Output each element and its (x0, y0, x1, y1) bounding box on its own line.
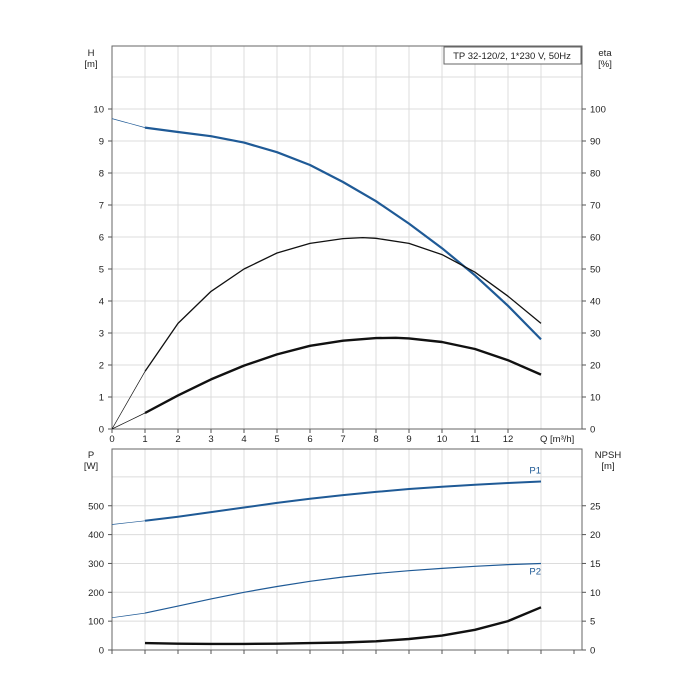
head-tick-label: 1 (99, 393, 104, 404)
head-tick-label: 5 (99, 265, 104, 276)
x-tick-label: 7 (340, 434, 345, 445)
eta-tick-label: 100 (590, 105, 606, 116)
eta-tick-label: 30 (590, 329, 601, 340)
bottom-plot-frame (111, 448, 583, 651)
head-tick-label: 4 (99, 297, 104, 308)
x-tick-label: 12 (503, 434, 514, 445)
eta-axis-label: eta (598, 48, 612, 59)
npsh-axis-unit: [m] (601, 461, 614, 472)
x-tick-label: 9 (406, 434, 411, 445)
eta-tick-label: 70 (590, 201, 601, 212)
head-tick-label: 2 (99, 361, 104, 372)
power-tick-label: 0 (99, 646, 104, 657)
bottom-grid (112, 449, 582, 650)
efficiency-curve (144, 236, 542, 372)
power-tick-label: 300 (88, 559, 104, 570)
bottom-series-group: P1 P2 (111, 466, 542, 646)
eta-tick-label: 60 (590, 233, 601, 244)
power-tick-label: 500 (88, 501, 104, 512)
p2-curve (144, 562, 542, 614)
npsh-axis-label: NPSH (595, 450, 622, 461)
x-tick-label: 11 (470, 434, 480, 445)
x-tick-label: 1 (142, 434, 147, 445)
npsh-tick-label: 5 (590, 617, 595, 628)
eta-tick-label: 80 (590, 169, 601, 180)
head-efficiency-panel: 0 1 2 3 4 5 6 7 8 9 10 11 12012345678910010203040506… (84, 45, 612, 446)
eta-tick-label: 20 (590, 361, 601, 372)
chart-title-box (443, 46, 582, 65)
chart-title: TP 32-120/2, 1*230 V, 50Hz (453, 51, 571, 62)
eta-tick-label: 10 (590, 393, 601, 404)
head-curve-2 (144, 336, 542, 415)
eta-tick-label: 50 (590, 265, 601, 276)
top-grid (112, 46, 582, 429)
eta-axis-unit: [%] (598, 59, 612, 70)
head-tick-label: 0 (99, 425, 104, 436)
head-axis-unit: [m] (84, 59, 97, 70)
head-tick-label: 6 (99, 233, 104, 244)
head-tick-label: 8 (99, 169, 104, 180)
head-tick-label: 7 (99, 201, 104, 212)
head-curve-extension (111, 118, 146, 128)
x-tick-label: 4 (241, 434, 246, 445)
x-tick-label: 0 (109, 434, 114, 445)
power-tick-label: 400 (88, 530, 104, 541)
npsh-tick-label: 15 (590, 559, 601, 570)
flow-axis-label: Q [m³/h] (540, 434, 574, 445)
head-tick-label: 9 (99, 137, 104, 148)
head-curve-2-extension (111, 412, 146, 430)
head-tick-label: 10 (93, 105, 104, 116)
p2-curve-extension (111, 612, 146, 619)
power-tick-label: 100 (88, 617, 104, 628)
x-tick-label: 5 (274, 434, 279, 445)
power-npsh-panel: P1 P2 0 100 200 300 400 500 0 5 10 15 20 25 P [W] NP… (84, 448, 622, 657)
eta-tick-label: 0 (590, 425, 595, 436)
power-axis-unit: [W] (84, 461, 98, 472)
x-tick-label: 10 (437, 434, 448, 445)
x-tick-label: 3 (208, 434, 213, 445)
top-tick-labels: 0 1 2 3 4 5 6 7 8 9 10 11 12012345678910010203040506… (93, 105, 605, 446)
x-tick-label: 6 (307, 434, 312, 445)
eta-tick-label: 40 (590, 297, 601, 308)
top-series-group (111, 118, 542, 430)
x-tick-label: 2 (175, 434, 180, 445)
power-tick-label: 200 (88, 588, 104, 599)
bottom-tick-labels: 0 100 200 300 400 500 0 5 10 15 20 25 (88, 501, 600, 656)
npsh-tick-label: 25 (590, 501, 601, 512)
npsh-tick-label: 0 (590, 646, 595, 657)
head-curve (144, 126, 542, 341)
p1-curve (144, 480, 542, 522)
p1-curve-label: P1 (529, 466, 541, 477)
x-tick-label: 8 (373, 434, 378, 445)
eta-tick-label: 90 (590, 137, 601, 148)
npsh-tick-label: 20 (590, 530, 601, 541)
p1-curve-extension (111, 520, 146, 525)
npsh-tick-label: 10 (590, 588, 601, 599)
power-axis-label: P (88, 450, 94, 461)
p2-curve-label: P2 (529, 566, 541, 577)
head-tick-label: 3 (99, 329, 104, 340)
head-axis-label: H (88, 48, 95, 59)
efficiency-curve-extension (111, 371, 146, 430)
npsh-curve (144, 606, 542, 646)
